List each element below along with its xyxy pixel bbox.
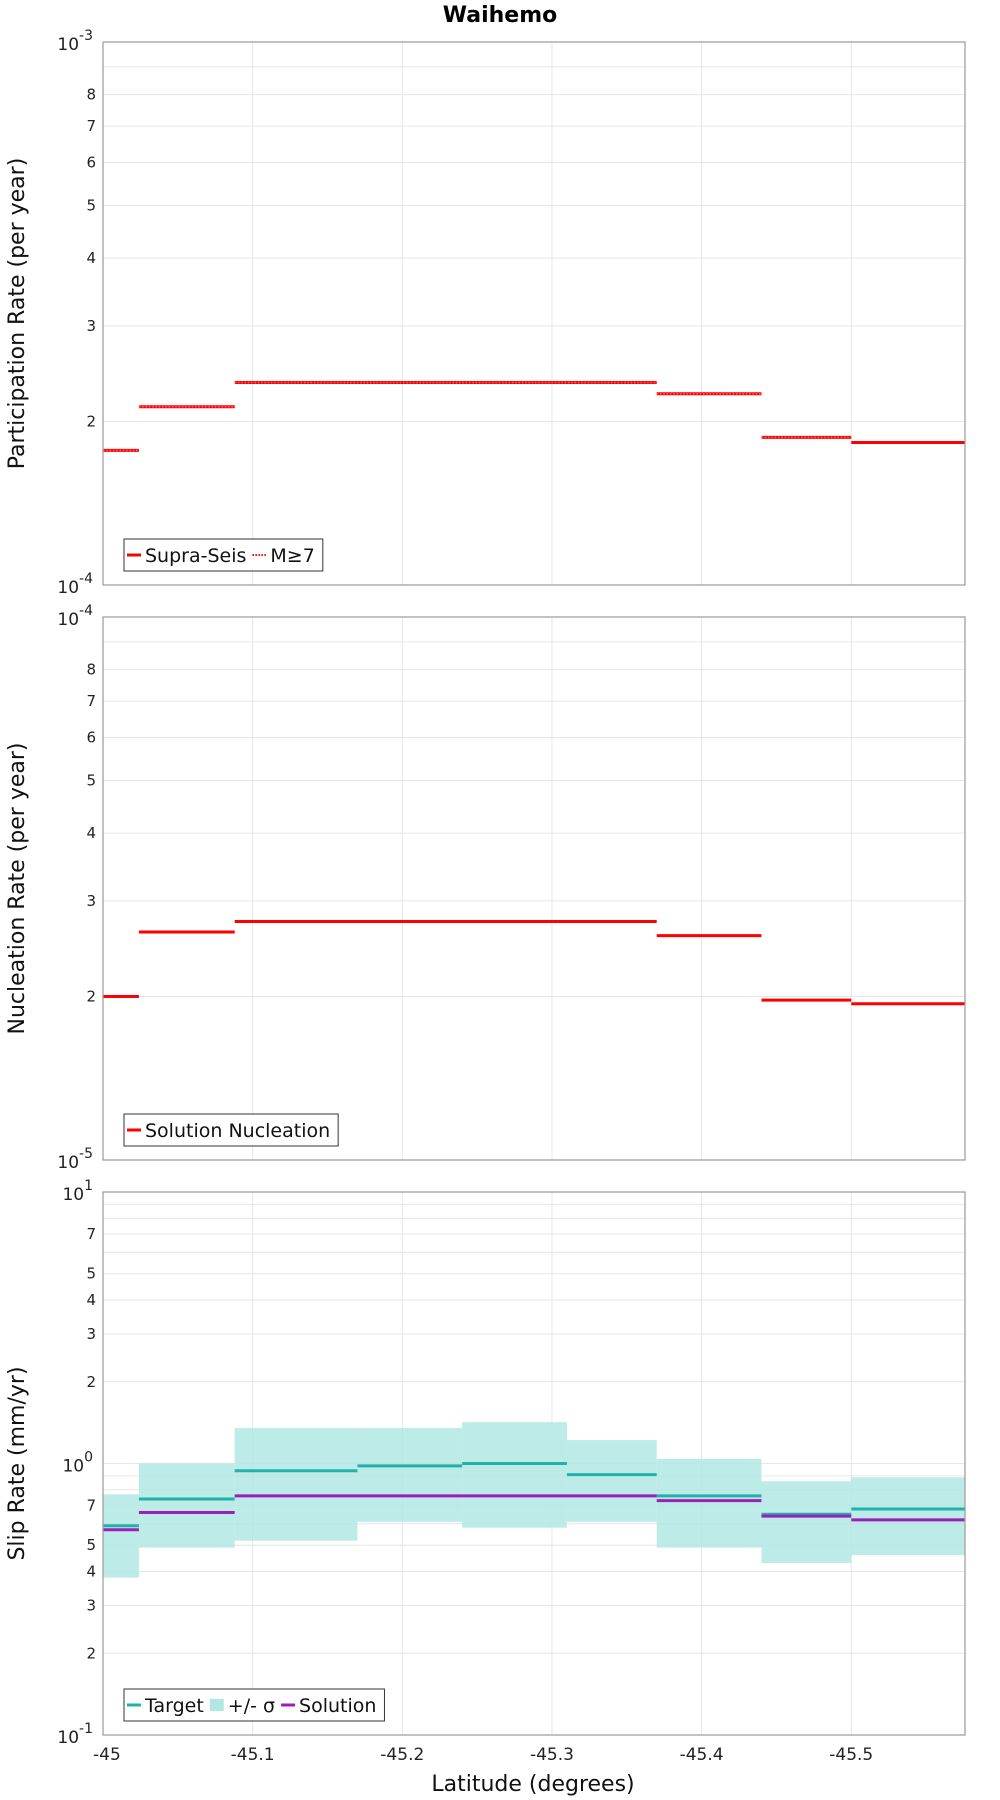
y-decade-label: 10-4 bbox=[57, 603, 93, 630]
y-tick-label: 2 bbox=[86, 988, 96, 1006]
nucleation-rate-panel: 2 3 4 5 6 7 8 10-5 10-4 Nucleation Rate (per year… bbox=[5, 603, 966, 1173]
legend-swatch bbox=[209, 1699, 224, 1711]
x-tick-label: -45.5 bbox=[829, 1745, 873, 1765]
y-tick-label: 3 bbox=[86, 1596, 96, 1614]
sigma-band bbox=[357, 1428, 463, 1522]
y-tick-label: 2 bbox=[86, 1373, 96, 1391]
x-tick-label: -45.3 bbox=[530, 1745, 574, 1765]
y-tick-label: 7 bbox=[86, 117, 96, 135]
legend-entry: Supra-Seis bbox=[127, 545, 246, 567]
x-tick-label: -45.2 bbox=[380, 1745, 424, 1765]
y-tick-label: 8 bbox=[86, 661, 96, 679]
y-tick-label: 7 bbox=[86, 1497, 96, 1515]
y-axis-title: Nucleation Rate (per year) bbox=[5, 743, 30, 1035]
x-axis-title: Latitude (degrees) bbox=[431, 1772, 634, 1797]
legend-box bbox=[123, 1688, 385, 1722]
sigma-band bbox=[462, 1422, 567, 1528]
sigma-band bbox=[103, 1494, 139, 1578]
legend-entry: Solution bbox=[281, 1695, 376, 1717]
y-tick-label: 4 bbox=[86, 249, 96, 267]
x-axis: -45 -45.1 -45.2 -45.3 -45.4 -45.5 bbox=[93, 1745, 873, 1765]
y-axis-title: Participation Rate (per year) bbox=[5, 158, 30, 470]
legend: Supra-Seis M≥7 bbox=[123, 538, 324, 572]
legend-label: Supra-Seis bbox=[145, 545, 246, 567]
y-tick-label: 4 bbox=[86, 1291, 96, 1309]
legend: Solution Nucleation bbox=[123, 1113, 339, 1147]
y-decade-label: 10-5 bbox=[57, 1146, 93, 1173]
y-tick-label: 8 bbox=[86, 86, 96, 104]
y-tick-label: 6 bbox=[86, 153, 96, 171]
legend-label: M≥7 bbox=[270, 545, 314, 567]
y-tick-label: 5 bbox=[86, 1536, 96, 1554]
y-decade-label: 100 bbox=[62, 1450, 93, 1477]
y-tick-label: 7 bbox=[86, 1225, 96, 1243]
y-tick-label: 6 bbox=[86, 728, 96, 746]
sigma-band bbox=[656, 1458, 762, 1548]
x-tick-label: -45.4 bbox=[680, 1745, 724, 1765]
plot-frame bbox=[102, 41, 966, 586]
y-tick-label: 7 bbox=[86, 692, 96, 710]
legend: Target +/- σ Solution bbox=[123, 1688, 385, 1722]
y-tick-label: 3 bbox=[86, 1325, 96, 1343]
y-axis-title: Slip Rate (mm/yr) bbox=[5, 1366, 30, 1560]
y-tick-label: 4 bbox=[86, 824, 96, 842]
plot-frame bbox=[102, 1191, 966, 1736]
legend-entry: +/- σ bbox=[209, 1695, 275, 1717]
y-tick-label: 2 bbox=[86, 413, 96, 431]
sigma-band bbox=[234, 1428, 358, 1541]
sigma-band bbox=[138, 1463, 235, 1548]
y-decade-label: 10-1 bbox=[57, 1721, 93, 1748]
sigma-band bbox=[761, 1481, 852, 1564]
x-tick-label: -45 bbox=[93, 1745, 121, 1765]
x-tick-label: -45.1 bbox=[231, 1745, 275, 1765]
legend-label: Solution bbox=[299, 1695, 376, 1717]
sigma-band bbox=[851, 1477, 965, 1556]
legend-label: +/- σ bbox=[228, 1695, 275, 1717]
y-tick-label: 3 bbox=[86, 892, 96, 910]
legend-entry: M≥7 bbox=[252, 545, 315, 567]
y-tick-label: 4 bbox=[86, 1563, 96, 1581]
slip-rate-panel: 2 3 4 5 7 2 3 4 5 7 10-1 100 101 Slip Rate (mm/yr) Tar… bbox=[5, 1178, 966, 1748]
y-tick-label: 5 bbox=[86, 196, 96, 214]
participation-rate-panel: 2 3 4 5 6 7 8 10-4 10-3 Participation Rate (per y… bbox=[5, 28, 966, 598]
legend-label: Solution Nucleation bbox=[145, 1120, 330, 1142]
y-decade-label: 10-3 bbox=[57, 28, 93, 55]
y-tick-label: 5 bbox=[86, 1265, 96, 1283]
y-tick-label: 2 bbox=[86, 1644, 96, 1662]
y-tick-label: 5 bbox=[86, 771, 96, 789]
legend-label: Target bbox=[144, 1695, 204, 1717]
legend-box bbox=[123, 1113, 339, 1147]
legend-entry: Target bbox=[127, 1695, 204, 1717]
y-decade-label: 10-4 bbox=[57, 571, 93, 598]
sigma-band bbox=[566, 1440, 657, 1522]
chart-title: Waihemo bbox=[443, 3, 558, 28]
y-decade-label: 101 bbox=[62, 1178, 93, 1205]
plot-frame bbox=[102, 616, 966, 1161]
legend-entry: Solution Nucleation bbox=[127, 1120, 330, 1142]
legend-box bbox=[123, 538, 324, 572]
y-tick-label: 3 bbox=[86, 317, 96, 335]
